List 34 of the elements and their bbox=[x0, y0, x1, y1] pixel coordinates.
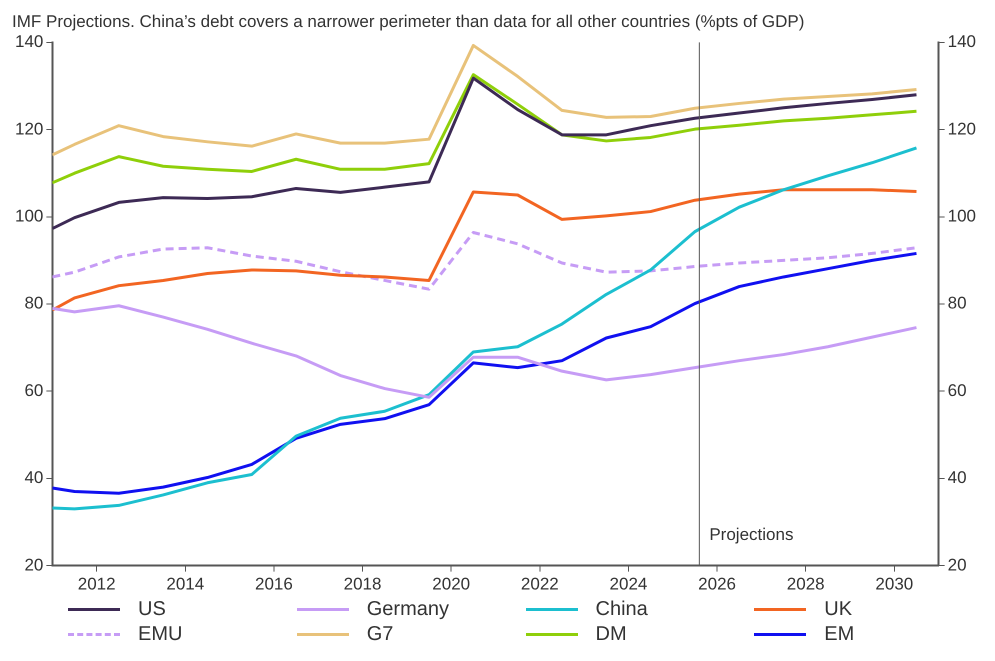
x-tick-label: 2018 bbox=[344, 574, 382, 594]
y-tick-label: 120 bbox=[14, 119, 44, 138]
y2-tick-label: 120 bbox=[948, 119, 976, 138]
y2-tick-label: 40 bbox=[948, 468, 967, 488]
legend-label: DM bbox=[596, 623, 627, 646]
chart-title: IMF Projections. China’s debt covers a narrower perimeter than data for all other countries (%pts of GDP) bbox=[12, 12, 804, 31]
y2-tick-label: 100 bbox=[948, 206, 976, 226]
x-tick-label: 2028 bbox=[786, 574, 825, 594]
ref-line-label: Projections bbox=[709, 524, 794, 544]
y-tick-label: 140 bbox=[14, 32, 44, 52]
x-tick-label: 2022 bbox=[520, 574, 559, 594]
x-tick-label: 2014 bbox=[166, 574, 204, 594]
legend-label: US bbox=[138, 598, 166, 621]
y2-tick-label: 140 bbox=[948, 32, 976, 52]
x-tick-label: 2026 bbox=[698, 574, 736, 594]
y2-tick-label: 60 bbox=[948, 380, 967, 400]
legend-label: EMU bbox=[138, 623, 182, 646]
x-tick-label: 2024 bbox=[610, 574, 648, 594]
y-tick-label: 80 bbox=[24, 294, 44, 313]
y2-tick-label: 20 bbox=[948, 555, 967, 574]
x-tick-label: 2020 bbox=[432, 574, 470, 594]
x-tick-label: 2030 bbox=[875, 574, 914, 594]
y-tick-label: 20 bbox=[24, 555, 44, 574]
y-tick-label: 60 bbox=[24, 380, 44, 400]
y-tick-label: 40 bbox=[24, 468, 44, 488]
x-tick-label: 2016 bbox=[255, 574, 293, 594]
y-tick-label: 100 bbox=[14, 206, 44, 226]
y2-tick-label: 80 bbox=[948, 294, 967, 313]
x-tick-label: 2012 bbox=[78, 574, 116, 594]
legend-label: Germany bbox=[366, 598, 449, 621]
legend-label: G7 bbox=[366, 623, 394, 646]
legend-label: EM bbox=[824, 623, 854, 646]
legend-label: UK bbox=[824, 598, 852, 621]
legend-label: China bbox=[596, 598, 648, 621]
